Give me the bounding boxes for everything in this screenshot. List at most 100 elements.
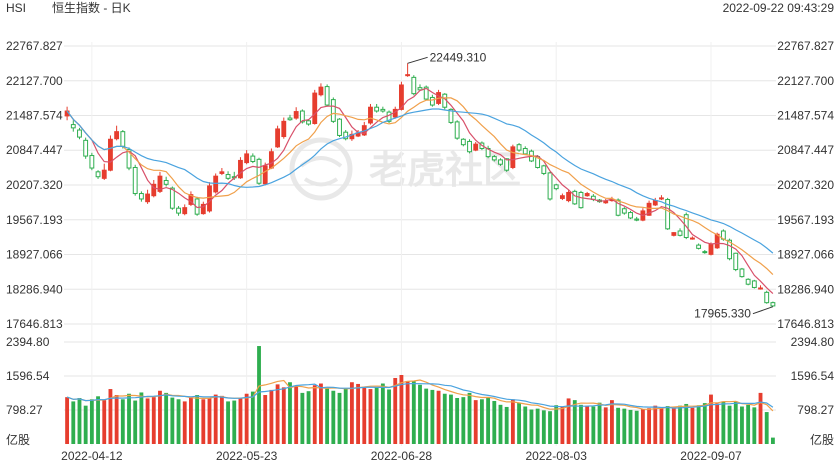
volume-bar — [746, 404, 751, 444]
volume-bar — [176, 399, 181, 444]
volume-bar — [696, 405, 701, 444]
candle-body — [504, 158, 510, 171]
candle-body — [646, 202, 652, 216]
timestamp: 2022-09-22 09:43:29 — [723, 1, 835, 15]
volume-bar — [356, 383, 361, 444]
volume-bar — [640, 409, 645, 444]
volume-bar — [343, 388, 348, 444]
symbol-label: HSI — [6, 1, 26, 15]
candle-body — [262, 165, 268, 185]
volume-bar — [250, 391, 255, 444]
y-tick-label-left: 22767.827 — [6, 39, 63, 53]
candle-body — [157, 175, 163, 192]
volume-bar — [492, 400, 497, 444]
volume-bar — [102, 400, 107, 444]
candle-body — [213, 175, 219, 193]
candle-body — [634, 218, 640, 221]
volume-bar — [653, 405, 658, 444]
candle-body — [522, 147, 528, 155]
volume-bars — [65, 346, 775, 444]
candle-body — [764, 291, 770, 304]
volume-bar — [189, 397, 193, 444]
volume-bar — [133, 400, 138, 444]
volume-bar — [603, 407, 608, 444]
candle-body — [374, 106, 380, 112]
candle-body — [584, 193, 590, 197]
candle-body — [621, 208, 627, 214]
y-tick-label-right: 18286.940 — [777, 282, 834, 296]
volume-bar — [306, 391, 311, 444]
volume-bar — [108, 389, 113, 444]
volume-bar — [418, 384, 422, 444]
volume-bar — [479, 399, 484, 444]
low-annotation: 17965.330 — [694, 307, 751, 321]
candle-body — [566, 191, 572, 202]
candle-body — [739, 268, 745, 278]
candle-body — [368, 106, 373, 124]
candle-body — [169, 187, 175, 209]
candle-body — [108, 138, 113, 171]
candle-body — [299, 110, 305, 123]
x-tick-label: 2022-09-07 — [680, 449, 742, 463]
volume-tick-label-left: 798.27 — [6, 403, 43, 417]
candle-body — [145, 193, 151, 203]
candle-body — [287, 117, 293, 121]
volume-bar — [145, 398, 150, 444]
candle-body — [225, 174, 231, 179]
volume-bar — [659, 407, 664, 444]
candle-body — [163, 180, 169, 185]
ma5-line — [66, 87, 774, 295]
volume-bar — [325, 388, 330, 444]
volume-bar — [380, 383, 385, 444]
volume-ma10-line — [66, 382, 774, 409]
candle-body — [652, 200, 658, 206]
candle-body — [702, 251, 708, 254]
volume-bar — [201, 399, 206, 444]
volume-bar — [405, 380, 410, 444]
y-tick-label-right: 19567.193 — [777, 213, 834, 227]
candle-body — [244, 153, 250, 164]
candle-body — [491, 156, 497, 161]
chart-title: 恒生指数 - 日K — [52, 0, 131, 15]
candle-body — [89, 155, 95, 169]
volume-bar — [510, 399, 515, 444]
volume-bar — [300, 392, 305, 444]
ma10-line — [66, 97, 774, 276]
ma20-line — [66, 108, 774, 254]
volume-bar — [281, 387, 286, 444]
volume-bar — [331, 390, 336, 444]
volume-bar — [362, 387, 367, 444]
y-tick-label-right: 22127.700 — [777, 74, 834, 88]
volume-bar — [263, 395, 268, 444]
candle-body — [200, 203, 206, 215]
candle-body — [83, 139, 89, 157]
candle-body — [708, 243, 714, 255]
volume-bar — [71, 401, 76, 444]
candle-body — [665, 199, 671, 230]
candle-body — [727, 239, 732, 260]
candle-body — [268, 151, 274, 169]
volume-bar — [158, 390, 162, 444]
volume-bar — [523, 406, 528, 444]
volume-tick-label-right: 798.27 — [797, 403, 834, 417]
volume-bar — [430, 389, 435, 444]
volume-bar — [733, 401, 738, 444]
volume-tick-label-left: 1596.54 — [6, 369, 50, 383]
candle-body — [696, 244, 702, 249]
volume-unit-right: 亿股 — [810, 432, 834, 447]
candle-body — [559, 195, 565, 199]
candle-body — [467, 140, 472, 153]
candle-body — [330, 99, 336, 122]
y-tick-label-right: 20207.320 — [777, 178, 834, 192]
volume-unit-left: 亿股 — [6, 432, 30, 447]
candle-body — [429, 96, 435, 106]
candle-body — [516, 144, 522, 151]
candle-body — [306, 120, 311, 125]
volume-bar — [634, 410, 639, 444]
candle-body — [95, 171, 101, 178]
volume-bar — [232, 400, 237, 444]
volume-bar — [566, 398, 571, 444]
volume-bar — [449, 394, 453, 444]
candle-body — [182, 207, 188, 215]
volume-bar — [424, 388, 429, 444]
